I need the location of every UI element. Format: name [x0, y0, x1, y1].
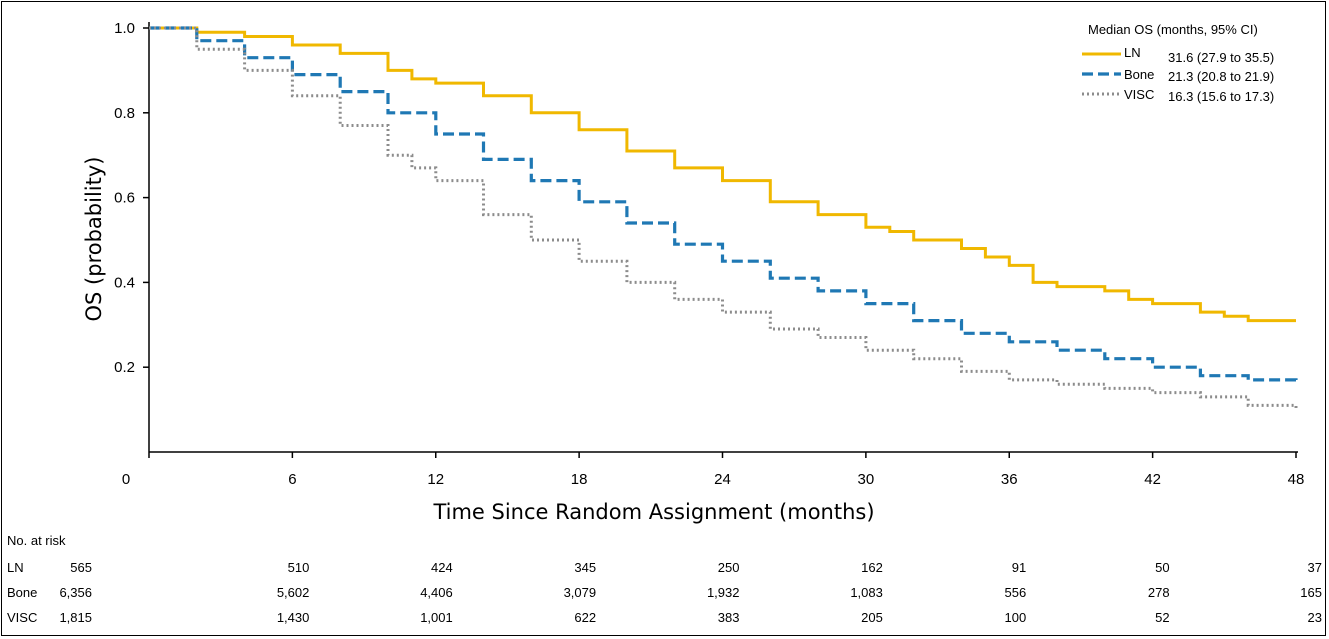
- risk-cell: 345: [574, 560, 596, 575]
- risk-row-label-ln: LN: [7, 560, 24, 575]
- series-line-ln: [149, 26, 1296, 323]
- x-tick-label: 36: [1001, 471, 1018, 488]
- x-axis-title: Time Since Random Assignment (months): [432, 500, 874, 524]
- y-tick-label: 0.6: [114, 190, 135, 207]
- x-tick-label: 12: [427, 471, 444, 488]
- risk-table: No. at risk LN 565 510 424 345 250 162 91 50 37 Bo…: [7, 533, 1322, 625]
- risk-cell: 6,356: [59, 585, 92, 600]
- risk-cell: 383: [718, 610, 740, 625]
- y-tick-label: 0.4: [114, 274, 135, 291]
- risk-cell: 4,406: [420, 585, 453, 600]
- risk-cell: 565: [70, 560, 92, 575]
- risk-cell: 3,079: [564, 585, 597, 600]
- series-line-bone: [149, 26, 1298, 385]
- risk-cell: 278: [1148, 585, 1170, 600]
- risk-cell: 250: [718, 560, 740, 575]
- x-tick-label: 30: [858, 471, 875, 488]
- risk-cell: 205: [861, 610, 883, 625]
- risk-table-title: No. at risk: [7, 533, 66, 548]
- legend-label-bone: Bone: [1124, 67, 1154, 82]
- legend-label-ln: LN: [1124, 45, 1141, 60]
- series-line-visc: [149, 26, 1298, 410]
- risk-cell: 1,932: [707, 585, 740, 600]
- risk-cell: 5,602: [277, 585, 310, 600]
- risk-cell: 1,430: [277, 610, 310, 625]
- risk-row-label-bone: Bone: [7, 585, 37, 600]
- x-tick-label: 48: [1288, 471, 1305, 488]
- legend: Median OS (months, 95% CI) LN 31.6 (27.9 …: [1082, 22, 1274, 104]
- legend-median-visc: 16.3 (15.6 to 17.3): [1168, 89, 1274, 104]
- risk-cell: 37: [1308, 560, 1322, 575]
- survival-curves: [149, 26, 1298, 410]
- y-tick-label: 0.2: [114, 359, 135, 376]
- risk-cell: 424: [431, 560, 453, 575]
- y-axis-title: OS (probability): [82, 157, 106, 322]
- x-tick-label: 24: [714, 471, 731, 488]
- risk-cell: 556: [1005, 585, 1027, 600]
- risk-cell: 50: [1155, 560, 1169, 575]
- risk-cell: 23: [1308, 610, 1322, 625]
- risk-cell: 1,083: [850, 585, 883, 600]
- legend-title: Median OS (months, 95% CI): [1088, 22, 1258, 37]
- legend-median-ln: 31.6 (27.9 to 35.5): [1168, 50, 1274, 65]
- x-tick-labels: 0 6 12 18 24 30 36 42 48: [122, 452, 1305, 488]
- x-tick-label: 18: [571, 471, 588, 488]
- y-tick-labels: 0.2 0.4 0.6 0.8 1.0: [114, 20, 149, 376]
- risk-cell: 52: [1155, 610, 1169, 625]
- legend-median-bone: 21.3 (20.8 to 21.9): [1168, 69, 1274, 84]
- x-tick-label: 42: [1144, 471, 1161, 488]
- risk-cell: 510: [288, 560, 310, 575]
- risk-cell: 162: [861, 560, 883, 575]
- risk-cell: 91: [1012, 560, 1026, 575]
- x-tick-label: 6: [288, 471, 296, 488]
- axes: [148, 22, 1298, 453]
- risk-row-label-visc: VISC: [7, 610, 37, 625]
- x-tick-label: 0: [122, 471, 130, 488]
- legend-label-visc: VISC: [1124, 87, 1154, 102]
- y-tick-label: 0.8: [114, 105, 135, 122]
- y-tick-label: 1.0: [114, 20, 135, 37]
- risk-cell: 1,001: [420, 610, 453, 625]
- risk-cell: 100: [1005, 610, 1027, 625]
- risk-cell: 165: [1300, 585, 1322, 600]
- risk-cell: 1,815: [59, 610, 92, 625]
- risk-cell: 622: [574, 610, 596, 625]
